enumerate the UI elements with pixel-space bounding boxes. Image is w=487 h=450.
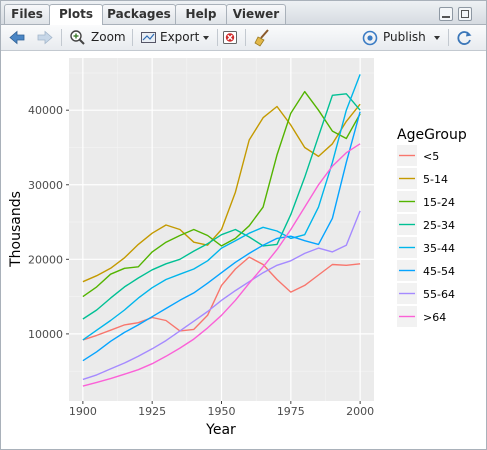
legend-label: 25-34 — [423, 219, 455, 232]
publish-label: Publish — [383, 30, 426, 44]
broom-icon — [254, 29, 269, 47]
series-line — [82, 210, 361, 381]
publish-icon — [362, 30, 378, 46]
legend-label: >64 — [423, 311, 446, 324]
zoom-label: Zoom — [91, 30, 126, 44]
maximize-icon — [461, 10, 469, 18]
series-line — [82, 256, 361, 341]
legend-label: 15-24 — [423, 196, 455, 209]
chevron-down-icon — [434, 36, 440, 40]
export-dropdown[interactable]: Export — [140, 28, 212, 47]
zoom-icon — [70, 30, 85, 45]
x-axis-label: Year — [205, 422, 236, 438]
x-tick-label: 1925 — [138, 405, 166, 418]
legend: AgeGroup <5 5-14 15-24 25-34 35-44 45-54 55-64… — [397, 127, 467, 327]
tab-packages[interactable]: Packages — [102, 4, 176, 24]
legend-label: 45-54 — [423, 265, 455, 278]
export-icon — [141, 32, 156, 43]
refresh-icon — [457, 31, 472, 45]
back-button[interactable] — [7, 28, 27, 47]
remove-plot-button[interactable] — [222, 28, 240, 47]
legend-label: 35-44 — [423, 242, 455, 255]
x-tick-label: 1950 — [208, 405, 236, 418]
series-line — [82, 143, 361, 387]
y-tick-label: 20000 — [28, 253, 63, 266]
tab-help[interactable]: Help — [175, 4, 227, 24]
toolbar-divider — [245, 29, 246, 46]
clear-all-plots-button[interactable] — [253, 28, 273, 47]
pane-tab-bar: Files Plots Packages Help Viewer — [1, 1, 486, 25]
y-tick-label: 10000 — [28, 328, 63, 341]
plots-toolbar: Zoom Export — [1, 25, 486, 51]
export-label: Export — [160, 30, 200, 44]
x-tick-label: 1900 — [69, 405, 97, 418]
maximize-pane-button[interactable] — [458, 7, 472, 21]
legend-label: 5-14 — [423, 173, 448, 186]
arrow-left-icon — [9, 30, 25, 45]
publish-dropdown[interactable]: Publish — [361, 28, 443, 47]
y-axis-label: Thousands — [8, 191, 24, 268]
minimize-pane-button[interactable] — [439, 7, 453, 21]
legend-label: <5 — [423, 150, 439, 163]
chevron-down-icon — [203, 36, 209, 40]
series-line — [82, 90, 361, 298]
plot-viewport: 1900 1925 1950 1975 2000 10000 20000 30000 40000… — [1, 51, 486, 449]
toolbar-divider — [217, 29, 218, 46]
y-tick-label: 30000 — [28, 179, 63, 192]
toolbar-divider — [448, 29, 449, 46]
remove-plot-icon — [223, 31, 237, 44]
axes: 1900 1925 1950 1975 2000 10000 20000 30000 40000 — [28, 104, 374, 418]
x-tick-label: 2000 — [346, 405, 374, 418]
legend-title: AgeGroup — [397, 127, 467, 143]
zoom-button[interactable]: Zoom — [69, 28, 127, 47]
tab-files[interactable]: Files — [4, 4, 50, 24]
series-line — [82, 93, 361, 320]
y-tick-label: 40000 — [28, 104, 63, 117]
series-line — [82, 111, 361, 362]
series-lines — [82, 74, 361, 387]
toolbar-divider — [61, 29, 62, 46]
tab-plots[interactable]: Plots — [49, 4, 103, 25]
minimize-icon — [442, 16, 450, 18]
forward-button[interactable] — [35, 28, 55, 47]
toolbar-divider — [132, 29, 133, 46]
series-line — [82, 74, 361, 341]
legend-label: 55-64 — [423, 288, 455, 301]
refresh-button[interactable] — [455, 28, 475, 47]
x-tick-label: 1975 — [277, 405, 305, 418]
arrow-right-icon — [37, 30, 53, 45]
series-line — [82, 103, 361, 283]
tab-viewer[interactable]: Viewer — [226, 4, 286, 24]
line-chart: 1900 1925 1950 1975 2000 10000 20000 30000 40000… — [8, 58, 467, 438]
